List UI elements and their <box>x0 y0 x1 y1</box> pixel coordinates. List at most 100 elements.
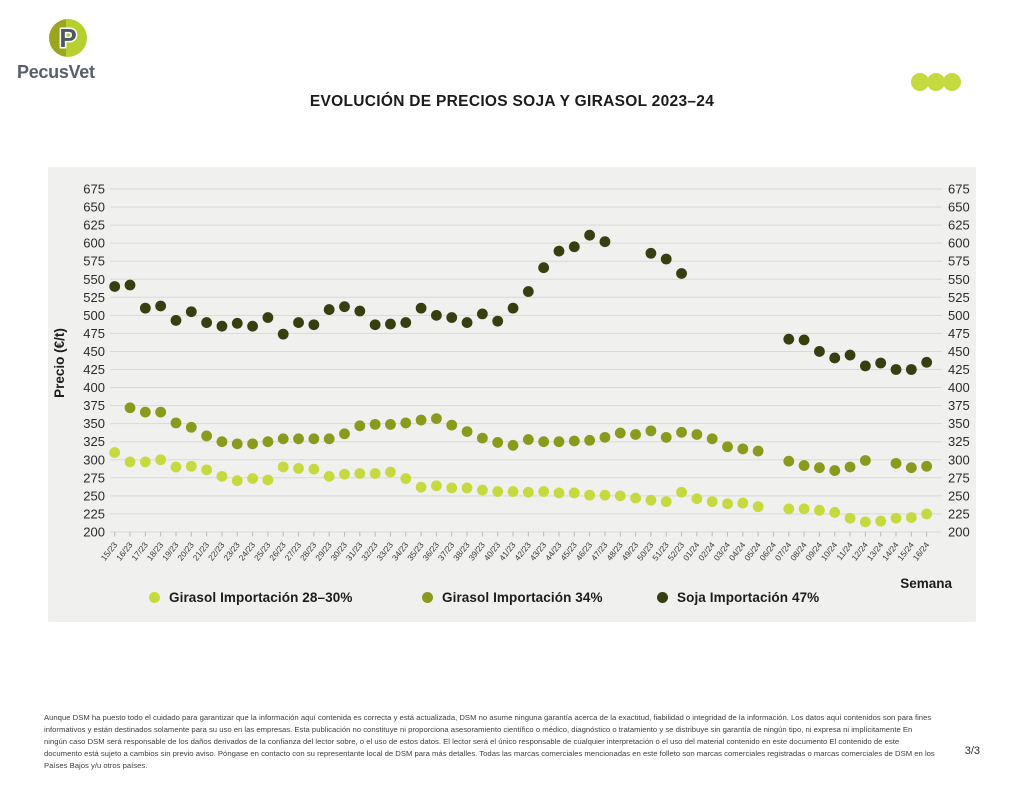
data-point <box>339 428 350 440</box>
data-point <box>201 464 213 476</box>
data-point <box>844 349 856 361</box>
data-point <box>185 421 197 433</box>
legend-label: Girasol Importación 34% <box>442 589 603 605</box>
data-point <box>829 507 841 518</box>
data-point <box>584 489 596 501</box>
data-point <box>691 429 703 440</box>
data-point <box>676 268 687 279</box>
data-point <box>522 486 534 498</box>
data-point <box>155 300 167 312</box>
data-point <box>507 302 519 314</box>
data-point <box>323 433 335 445</box>
svg-text:375: 375 <box>83 398 105 413</box>
data-point <box>568 241 580 253</box>
svg-text:475: 475 <box>948 326 970 341</box>
data-point <box>814 346 825 357</box>
svg-text:300: 300 <box>83 452 105 467</box>
data-point <box>599 489 611 501</box>
data-point <box>599 236 611 248</box>
svg-text:325: 325 <box>948 434 970 449</box>
data-point <box>139 302 151 314</box>
chart-panel: 675 650 625 600 575 550 525 500 475 450 425 400 375 3… <box>48 167 976 622</box>
data-point <box>185 306 197 318</box>
data-point <box>783 333 795 345</box>
data-point <box>170 417 182 429</box>
data-point <box>522 434 534 445</box>
data-point <box>446 312 458 323</box>
data-point <box>829 465 841 476</box>
svg-text:350: 350 <box>948 416 970 431</box>
data-point <box>921 508 933 520</box>
data-point <box>400 417 412 429</box>
data-point <box>507 439 519 451</box>
data-point <box>431 413 442 424</box>
data-point <box>109 447 121 458</box>
data-point <box>293 433 304 445</box>
data-point <box>216 470 228 482</box>
data-point <box>722 441 733 453</box>
data-point <box>170 461 182 473</box>
svg-text:325: 325 <box>83 434 105 449</box>
y-axis-labels-right: 675 650 625 600 575 550 525 500 475 450 425 400 375 3… <box>948 182 970 540</box>
data-point <box>737 497 749 509</box>
data-point <box>660 496 672 508</box>
data-point <box>139 456 151 468</box>
data-point <box>385 418 396 430</box>
svg-text:525: 525 <box>948 290 970 305</box>
data-point <box>844 461 856 473</box>
data-point <box>247 320 258 332</box>
data-point <box>798 460 810 471</box>
data-point <box>354 468 366 479</box>
data-point <box>538 486 550 497</box>
data-point <box>584 434 596 446</box>
data-point <box>492 437 504 448</box>
price-chart: 675 650 625 600 575 550 525 500 475 450 425 400 375 3… <box>52 182 970 563</box>
data-point <box>492 486 504 497</box>
data-point <box>323 304 335 315</box>
data-point <box>645 247 657 259</box>
svg-text:650: 650 <box>948 200 970 215</box>
data-point <box>277 433 289 445</box>
data-point <box>875 515 887 527</box>
data-point <box>553 436 565 448</box>
data-point <box>538 436 550 448</box>
data-point <box>568 435 580 447</box>
series-0 <box>109 447 933 528</box>
svg-text:10/24: 10/24 <box>819 540 840 563</box>
data-point <box>339 301 350 313</box>
svg-text:575: 575 <box>948 254 970 269</box>
svg-text:675: 675 <box>83 182 105 197</box>
data-point <box>354 420 366 432</box>
legend-swatch-olive <box>422 591 433 603</box>
data-point <box>614 490 626 502</box>
data-point <box>752 445 764 457</box>
svg-text:500: 500 <box>83 308 105 323</box>
legend-item-girasol-28-30: Girasol Importación 28–30% <box>149 589 352 605</box>
data-point <box>859 360 871 372</box>
data-point <box>231 475 243 487</box>
x-axis-labels: 15/2316/2317/2318/2319/2320/2321/2322/23… <box>99 540 932 563</box>
svg-text:600: 600 <box>83 236 105 251</box>
legend-swatch-lime <box>149 591 160 603</box>
data-point <box>415 414 427 426</box>
data-point <box>859 516 871 528</box>
data-point <box>124 456 136 468</box>
data-point <box>890 512 902 524</box>
data-point <box>829 352 841 364</box>
data-point <box>231 317 243 329</box>
svg-text:625: 625 <box>83 218 105 233</box>
svg-text:225: 225 <box>948 506 970 521</box>
data-point <box>814 462 825 474</box>
data-point <box>553 487 565 499</box>
svg-text:475: 475 <box>83 326 105 341</box>
svg-text:250: 250 <box>948 488 970 503</box>
data-point <box>385 466 396 478</box>
svg-text:200: 200 <box>83 524 105 539</box>
series-1 <box>124 402 933 476</box>
data-point <box>890 364 902 375</box>
svg-text:425: 425 <box>948 362 970 377</box>
svg-text:500: 500 <box>948 308 970 323</box>
svg-text:375: 375 <box>948 398 970 413</box>
data-point <box>905 512 917 523</box>
data-point <box>706 433 718 445</box>
